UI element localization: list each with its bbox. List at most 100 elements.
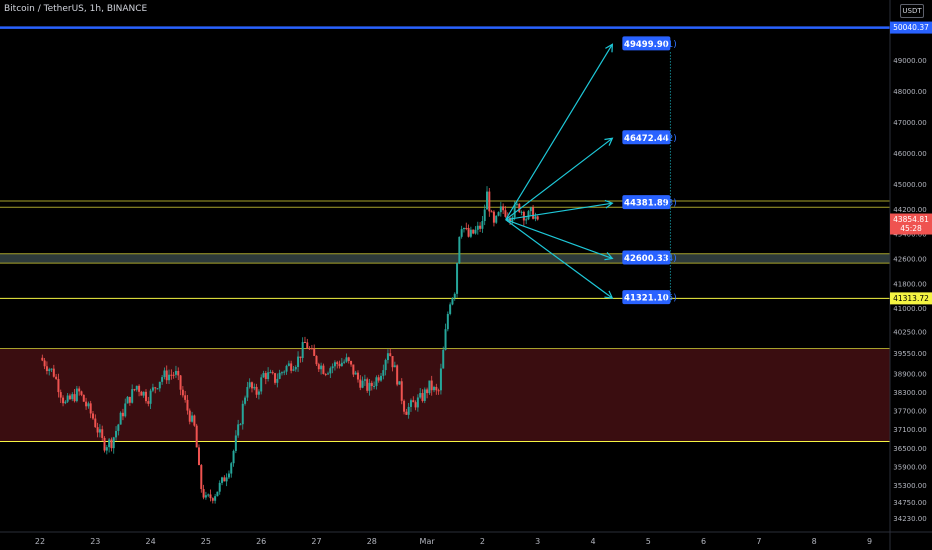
x-tick-label-14: 8 <box>812 537 817 546</box>
candle-body-164 <box>419 393 422 398</box>
candle-body-198 <box>497 212 500 216</box>
candle-body-81 <box>227 473 230 478</box>
candle-body-197 <box>495 215 498 223</box>
candle-body-177 <box>449 304 452 314</box>
candle-body-128 <box>336 362 339 365</box>
candle-body-181 <box>458 236 461 264</box>
candle-body-182 <box>460 229 463 237</box>
candle-body-135 <box>352 364 355 375</box>
candle-body-87 <box>241 403 244 425</box>
candle-body-17 <box>80 391 83 395</box>
candle-body-163 <box>416 397 419 408</box>
candle-body-111 <box>297 356 300 368</box>
projection-arrow-1[interactable] <box>505 137 613 221</box>
currency-badge[interactable]: USDT <box>900 4 924 18</box>
candle-body-18 <box>82 394 85 402</box>
candle-body-16 <box>78 388 81 392</box>
candle-body-48 <box>151 387 154 391</box>
time-axis[interactable]: 22 23 24 25 26 27 28 Mar 2 3 4 5 6 7 8 9 <box>0 531 932 546</box>
x-tick-label-0: 22 <box>35 537 45 546</box>
candle-body-22 <box>91 413 94 419</box>
target-label-4[interactable]: 41321.10(5) <box>622 290 677 305</box>
candle-body-107 <box>287 363 290 366</box>
target-label-box <box>622 130 671 145</box>
candle-body-152 <box>391 356 394 368</box>
candle-body-31 <box>112 437 115 449</box>
y-tick-label-9: 39550.00 <box>893 350 926 358</box>
candle-body-3 <box>48 369 51 372</box>
target-index: (1) <box>664 40 677 50</box>
candle-body-175 <box>444 329 447 350</box>
candle-body-143 <box>370 382 373 387</box>
y-tick-label-18: 47000.00 <box>893 119 926 127</box>
target-price: 46472.44 <box>624 134 669 144</box>
candle-body-92 <box>253 386 256 389</box>
candle-body-21 <box>89 403 92 414</box>
candle-body-47 <box>149 390 152 404</box>
candle-body-156 <box>400 381 403 401</box>
candle-body-169 <box>430 380 433 391</box>
projection-arrow-3[interactable] <box>505 219 613 260</box>
y-tick-label-19: 48000.00 <box>893 88 926 96</box>
symbol-title[interactable]: Bitcoin / TetherUS, 1h, BINANCE <box>4 4 148 14</box>
candle-body-38 <box>128 396 131 403</box>
candle-body-168 <box>428 380 431 394</box>
candle-body-199 <box>499 206 502 213</box>
candle-body-213 <box>532 207 535 219</box>
candle-body-61 <box>181 389 184 396</box>
projection-arrow-4[interactable] <box>505 219 613 299</box>
projection-arrowhead-2 <box>604 199 614 209</box>
target-label-0[interactable]: 49499.90(1) <box>622 36 677 51</box>
target-label-2[interactable]: 44381.89(3) <box>622 195 677 210</box>
y-tick-label-10: 40250.00 <box>893 328 926 336</box>
candle-body-205 <box>513 204 516 218</box>
candle-body-209 <box>522 211 525 221</box>
candle-body-45 <box>144 391 147 402</box>
candle-body-52 <box>161 377 164 382</box>
candle-body-194 <box>488 191 491 212</box>
target-label-3[interactable]: 42600.33(4) <box>622 250 677 265</box>
candle-body-36 <box>124 403 127 417</box>
candle-body-129 <box>338 364 341 367</box>
x-tick-label-11: 5 <box>646 537 651 546</box>
candle-body-113 <box>301 342 304 358</box>
candle-body-200 <box>502 206 505 211</box>
x-tick-label-4: 26 <box>256 537 266 546</box>
candle-body-106 <box>285 365 288 372</box>
projection-arrow-0[interactable] <box>505 44 613 220</box>
candle-body-180 <box>456 263 459 294</box>
price-axis[interactable]: 34230.00 34750.00 35300.00 35900.00 36500.00… <box>889 0 927 550</box>
candle-body-162 <box>414 402 417 408</box>
candle-body-32 <box>115 430 118 438</box>
target-price: 41321.10 <box>624 294 669 304</box>
candle-body-139 <box>361 380 364 388</box>
candle-body-183 <box>462 227 465 230</box>
candle-body-85 <box>237 424 240 436</box>
candle-body-170 <box>433 386 436 391</box>
candle-body-144 <box>373 385 376 387</box>
candle-body-76 <box>216 491 219 497</box>
symbol-exchange: BINANCE <box>106 4 148 14</box>
candle-body-178 <box>451 298 454 305</box>
target-price: 44381.89 <box>624 199 669 209</box>
y-tick-label-2: 35300.00 <box>893 482 926 490</box>
y-tick-label-1: 34750.00 <box>893 499 926 507</box>
candle-body-103 <box>278 372 281 379</box>
candle-body-212 <box>529 207 532 212</box>
top-line-price-tag[interactable]: 50040.37 <box>890 21 932 34</box>
target-label-1[interactable]: 46472.44(2) <box>622 130 677 145</box>
candle-body-58 <box>174 370 177 375</box>
candle-body-151 <box>389 353 392 357</box>
x-tick-label-7: Mar <box>420 537 436 546</box>
candle-body-68 <box>197 447 200 466</box>
candle-body-122 <box>322 365 325 374</box>
y-tick-label-14: 43400.00 <box>893 231 926 239</box>
projection-arrow-2[interactable] <box>505 202 613 221</box>
candle-body-203 <box>509 218 512 222</box>
candle-body-173 <box>439 368 442 391</box>
candle-body-133 <box>347 357 350 362</box>
support-price-tag[interactable]: 41313.72 <box>890 292 932 305</box>
